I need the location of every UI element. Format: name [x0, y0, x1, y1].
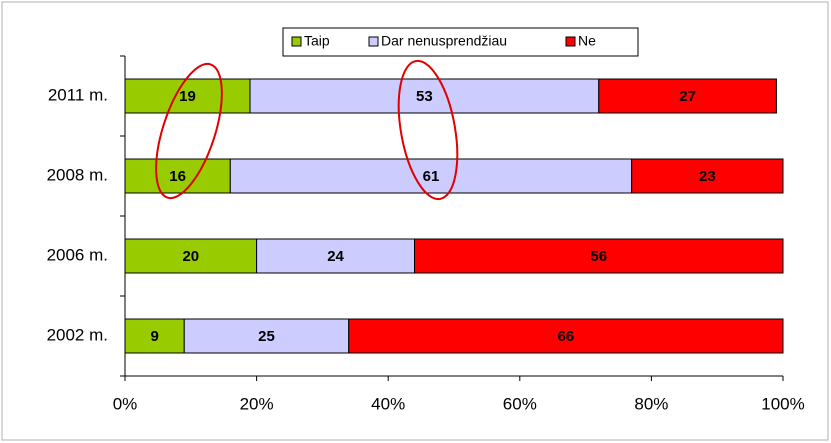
bar-segment [598, 78, 777, 114]
x-tick-label: 60% [503, 394, 537, 413]
x-tick-label: 20% [240, 394, 274, 413]
bar-segment [183, 318, 350, 354]
y-tick-label: 2006 m. [47, 245, 108, 264]
bar-segment [249, 78, 600, 114]
x-tick-label: 0% [113, 394, 138, 413]
data-label: 66 [558, 328, 575, 345]
legend: Taip Dar nenusprendžiau Ne [291, 33, 596, 49]
y-tick-label: 2011 m. [48, 85, 108, 104]
bar-segment [124, 238, 258, 274]
data-label: 19 [179, 88, 196, 105]
legend-swatch [565, 36, 576, 47]
bar-segment [124, 158, 231, 194]
legend-swatch [291, 36, 302, 47]
data-label: 9 [150, 328, 158, 345]
y-tick-label: 2008 m. [47, 165, 108, 184]
data-label: 27 [679, 88, 696, 105]
legend-label: Taip [304, 33, 330, 49]
bar-segment [124, 78, 251, 114]
bar-segment [124, 318, 185, 354]
plot: 0% 20% 40% 60% 80% 100% 2011 m. 19 53 27 2008 m. 16… [47, 55, 805, 413]
bar-segment [256, 238, 416, 274]
data-label: 25 [258, 328, 275, 345]
y-tick-label: 2002 m. [47, 325, 108, 344]
bar-segment [631, 158, 784, 194]
legend-label: Ne [578, 33, 596, 49]
data-label: 16 [169, 168, 186, 185]
data-label: 23 [699, 168, 716, 185]
bar-segment [348, 318, 784, 354]
x-tick-label: 40% [371, 394, 405, 413]
data-label: 24 [327, 248, 344, 265]
x-tick-label: 80% [634, 394, 668, 413]
highlight-ellipse [397, 59, 459, 201]
data-label: 20 [182, 248, 199, 265]
data-label: 61 [423, 168, 440, 185]
bar-segment [414, 238, 784, 274]
legend-box [282, 27, 639, 57]
x-tick-label: 100% [761, 394, 804, 413]
legend-swatch [368, 36, 379, 47]
highlight-ellipse [155, 62, 223, 200]
data-label: 53 [416, 88, 433, 105]
data-label: 56 [590, 248, 607, 265]
legend-label: Dar nenusprendžiau [381, 33, 507, 49]
